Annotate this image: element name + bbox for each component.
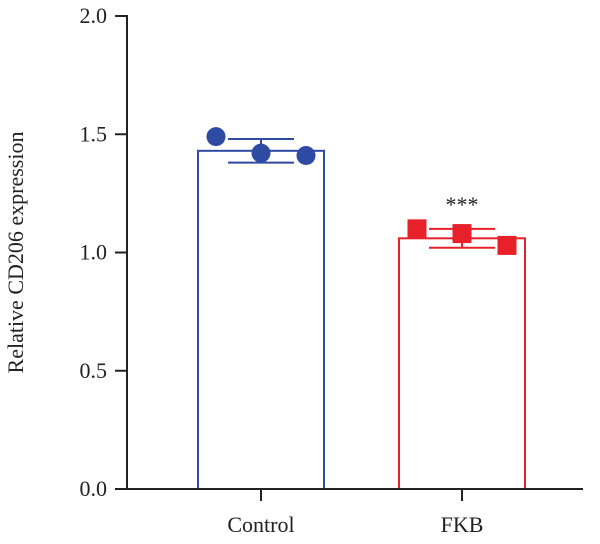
data-point xyxy=(251,143,271,163)
chart-marks: *** xyxy=(197,127,526,490)
x-tick-label: FKB xyxy=(441,512,484,537)
bar-fkb xyxy=(398,237,526,490)
y-tick-label: 0.5 xyxy=(80,358,108,383)
x-tick-label: Control xyxy=(227,512,294,537)
y-tick-label: 0.0 xyxy=(80,476,108,501)
data-point xyxy=(452,224,472,244)
y-tick-label: 1.0 xyxy=(80,240,108,265)
data-point xyxy=(296,146,316,166)
y-ticks: 0.0 0.5 1.0 1.5 2.0 xyxy=(80,3,127,501)
y-axis-title: Relative CD206 expression xyxy=(3,132,28,374)
x-ticks: Control FKB xyxy=(227,489,483,537)
y-tick-label: 2.0 xyxy=(80,3,108,28)
data-point xyxy=(497,235,517,255)
data-point xyxy=(206,127,226,147)
bar-control xyxy=(197,149,325,490)
data-point xyxy=(407,219,427,239)
y-tick-label: 1.5 xyxy=(80,121,108,146)
significance-label: *** xyxy=(446,192,479,217)
